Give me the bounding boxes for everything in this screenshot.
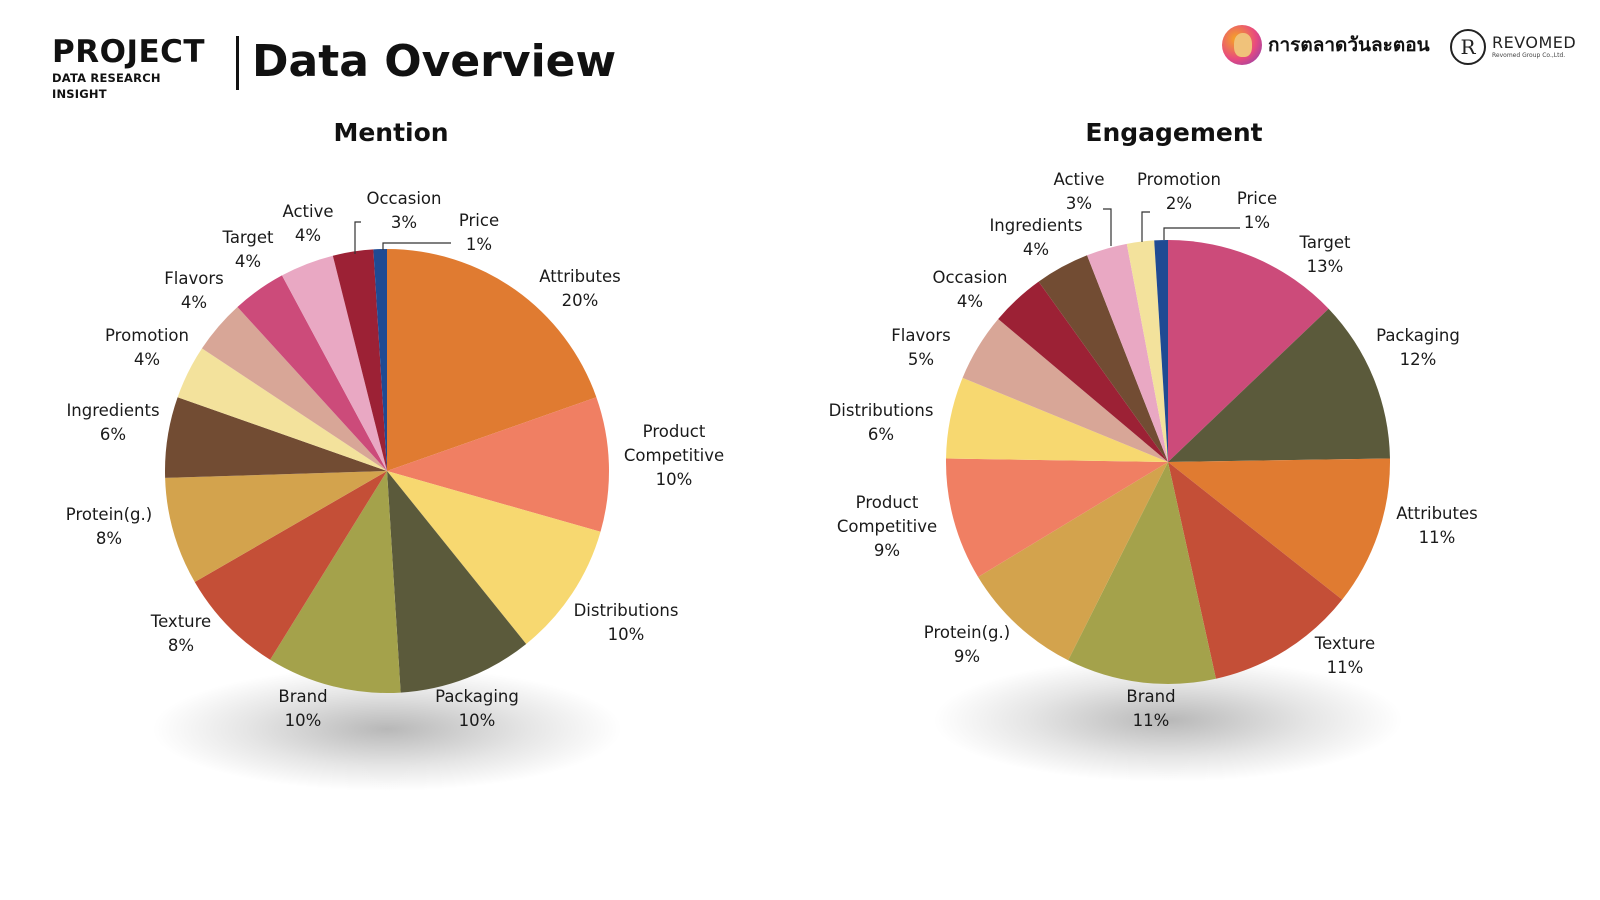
page-title: Data Overview <box>252 36 617 87</box>
mention-slice-brand <box>270 471 401 693</box>
engagement-pie: Target 13% Packaging 12% Attributes 11% Textur… <box>829 170 1478 782</box>
mention-slice-price <box>373 249 387 471</box>
engagement-label: Target 13% <box>1298 233 1351 276</box>
engagement-slice-product-competitive <box>946 458 1168 577</box>
mention-slice-texture <box>194 471 387 660</box>
mention-label: Target 4% <box>221 228 274 271</box>
engagement-label: Active 3% <box>1053 170 1104 213</box>
mention-label: Packaging 10% <box>435 687 519 730</box>
engagement-pie-shadow <box>933 658 1403 782</box>
mention-slice-attributes <box>387 249 597 471</box>
mention-label: Flavors 4% <box>164 269 223 312</box>
engagement-slice-proteing <box>978 462 1168 661</box>
marketing-logo: การตลาดวันละตอน <box>1222 24 1430 66</box>
engagement-label: Texture 11% <box>1314 634 1375 677</box>
engagement-slice-active <box>1087 243 1168 462</box>
engagement-leader-line <box>1103 208 1112 246</box>
mention-leader-line <box>382 242 451 250</box>
revomed-logo-name: REVOMED <box>1492 33 1577 52</box>
mention-slice-product-competitive <box>387 397 609 532</box>
engagement-slice-flavors <box>962 319 1168 462</box>
engagement-slice-distributions <box>946 377 1168 462</box>
marketing-logo-text: การตลาดวันละตอน <box>1268 34 1430 56</box>
mention-label: Active 4% <box>282 202 333 245</box>
engagement-label: Flavors 5% <box>891 326 950 369</box>
mention-chart-title: Mention <box>333 118 449 147</box>
engagement-label: Packaging 12% <box>1376 326 1460 369</box>
mention-leader-line <box>354 221 361 254</box>
engagement-label: Distributions 6% <box>829 401 934 444</box>
revomed-logo-icon: R <box>1450 29 1486 65</box>
mention-label: Texture 8% <box>150 612 211 655</box>
engagement-slice-occasion <box>998 281 1168 462</box>
mention-pie: Attributes 20% Product Competitive 10% Distri… <box>66 189 724 791</box>
mention-slice-proteing <box>165 471 387 582</box>
mention-label: Protein(g.) 8% <box>66 505 152 548</box>
engagement-slice-brand <box>1068 462 1216 684</box>
mention-pie-shadow <box>152 667 622 791</box>
marketing-logo-icon <box>1222 25 1262 65</box>
engagement-label: Protein(g.) 9% <box>924 623 1010 666</box>
engagement-slice-packaging <box>1168 308 1390 462</box>
header-divider <box>236 36 239 90</box>
mention-slice-promotion <box>177 348 387 471</box>
mention-label: Promotion 4% <box>105 326 189 369</box>
engagement-label: Product Competitive 9% <box>837 493 937 560</box>
revomed-logo: R REVOMED Revomed Group Co.,Ltd. <box>1450 26 1576 68</box>
mention-label: Occasion 3% <box>367 189 442 232</box>
engagement-label: Brand 11% <box>1126 687 1175 730</box>
mention-slice-active <box>281 255 387 471</box>
brand-subtitle: DATA RESEARCH INSIGHT <box>52 71 161 101</box>
mention-label: Distributions 10% <box>574 601 679 644</box>
mention-label: Ingredients 6% <box>66 401 159 444</box>
project-brand: PROJECT DATA RESEARCH INSIGHT <box>52 34 217 102</box>
engagement-slice-price <box>1154 240 1168 462</box>
engagement-label: Price 1% <box>1237 189 1277 232</box>
engagement-slice-attributes <box>1168 458 1390 600</box>
engagement-label: Attributes 11% <box>1396 504 1477 547</box>
mention-slice-packaging <box>387 471 527 693</box>
mention-label: Product Competitive 10% <box>624 422 724 489</box>
brand-title: PROJECT <box>52 34 206 70</box>
mention-slice-ingredients <box>165 397 387 478</box>
engagement-leader-line <box>1141 211 1150 242</box>
revomed-logo-subtitle: Revomed Group Co.,Ltd. <box>1492 52 1566 59</box>
engagement-slice-texture <box>1168 462 1343 679</box>
mention-slice-occasion <box>332 249 387 471</box>
engagement-chart-title: Engagement <box>1085 118 1263 147</box>
engagement-slice-target <box>1168 240 1329 462</box>
mention-slice-flavors <box>201 306 387 471</box>
engagement-label: Occasion 4% <box>933 268 1008 311</box>
engagement-label: Ingredients 4% <box>989 216 1082 259</box>
mention-slice-distributions <box>387 471 601 644</box>
mention-slice-target <box>237 275 387 471</box>
engagement-slice-promotion <box>1126 240 1168 462</box>
mention-label: Attributes 20% <box>539 267 620 310</box>
engagement-slice-ingredients <box>1038 255 1168 462</box>
engagement-leader-line <box>1163 227 1240 240</box>
mention-label: Price 1% <box>459 211 499 254</box>
mention-label: Brand 10% <box>278 687 327 730</box>
engagement-label: Promotion 2% <box>1137 170 1221 213</box>
